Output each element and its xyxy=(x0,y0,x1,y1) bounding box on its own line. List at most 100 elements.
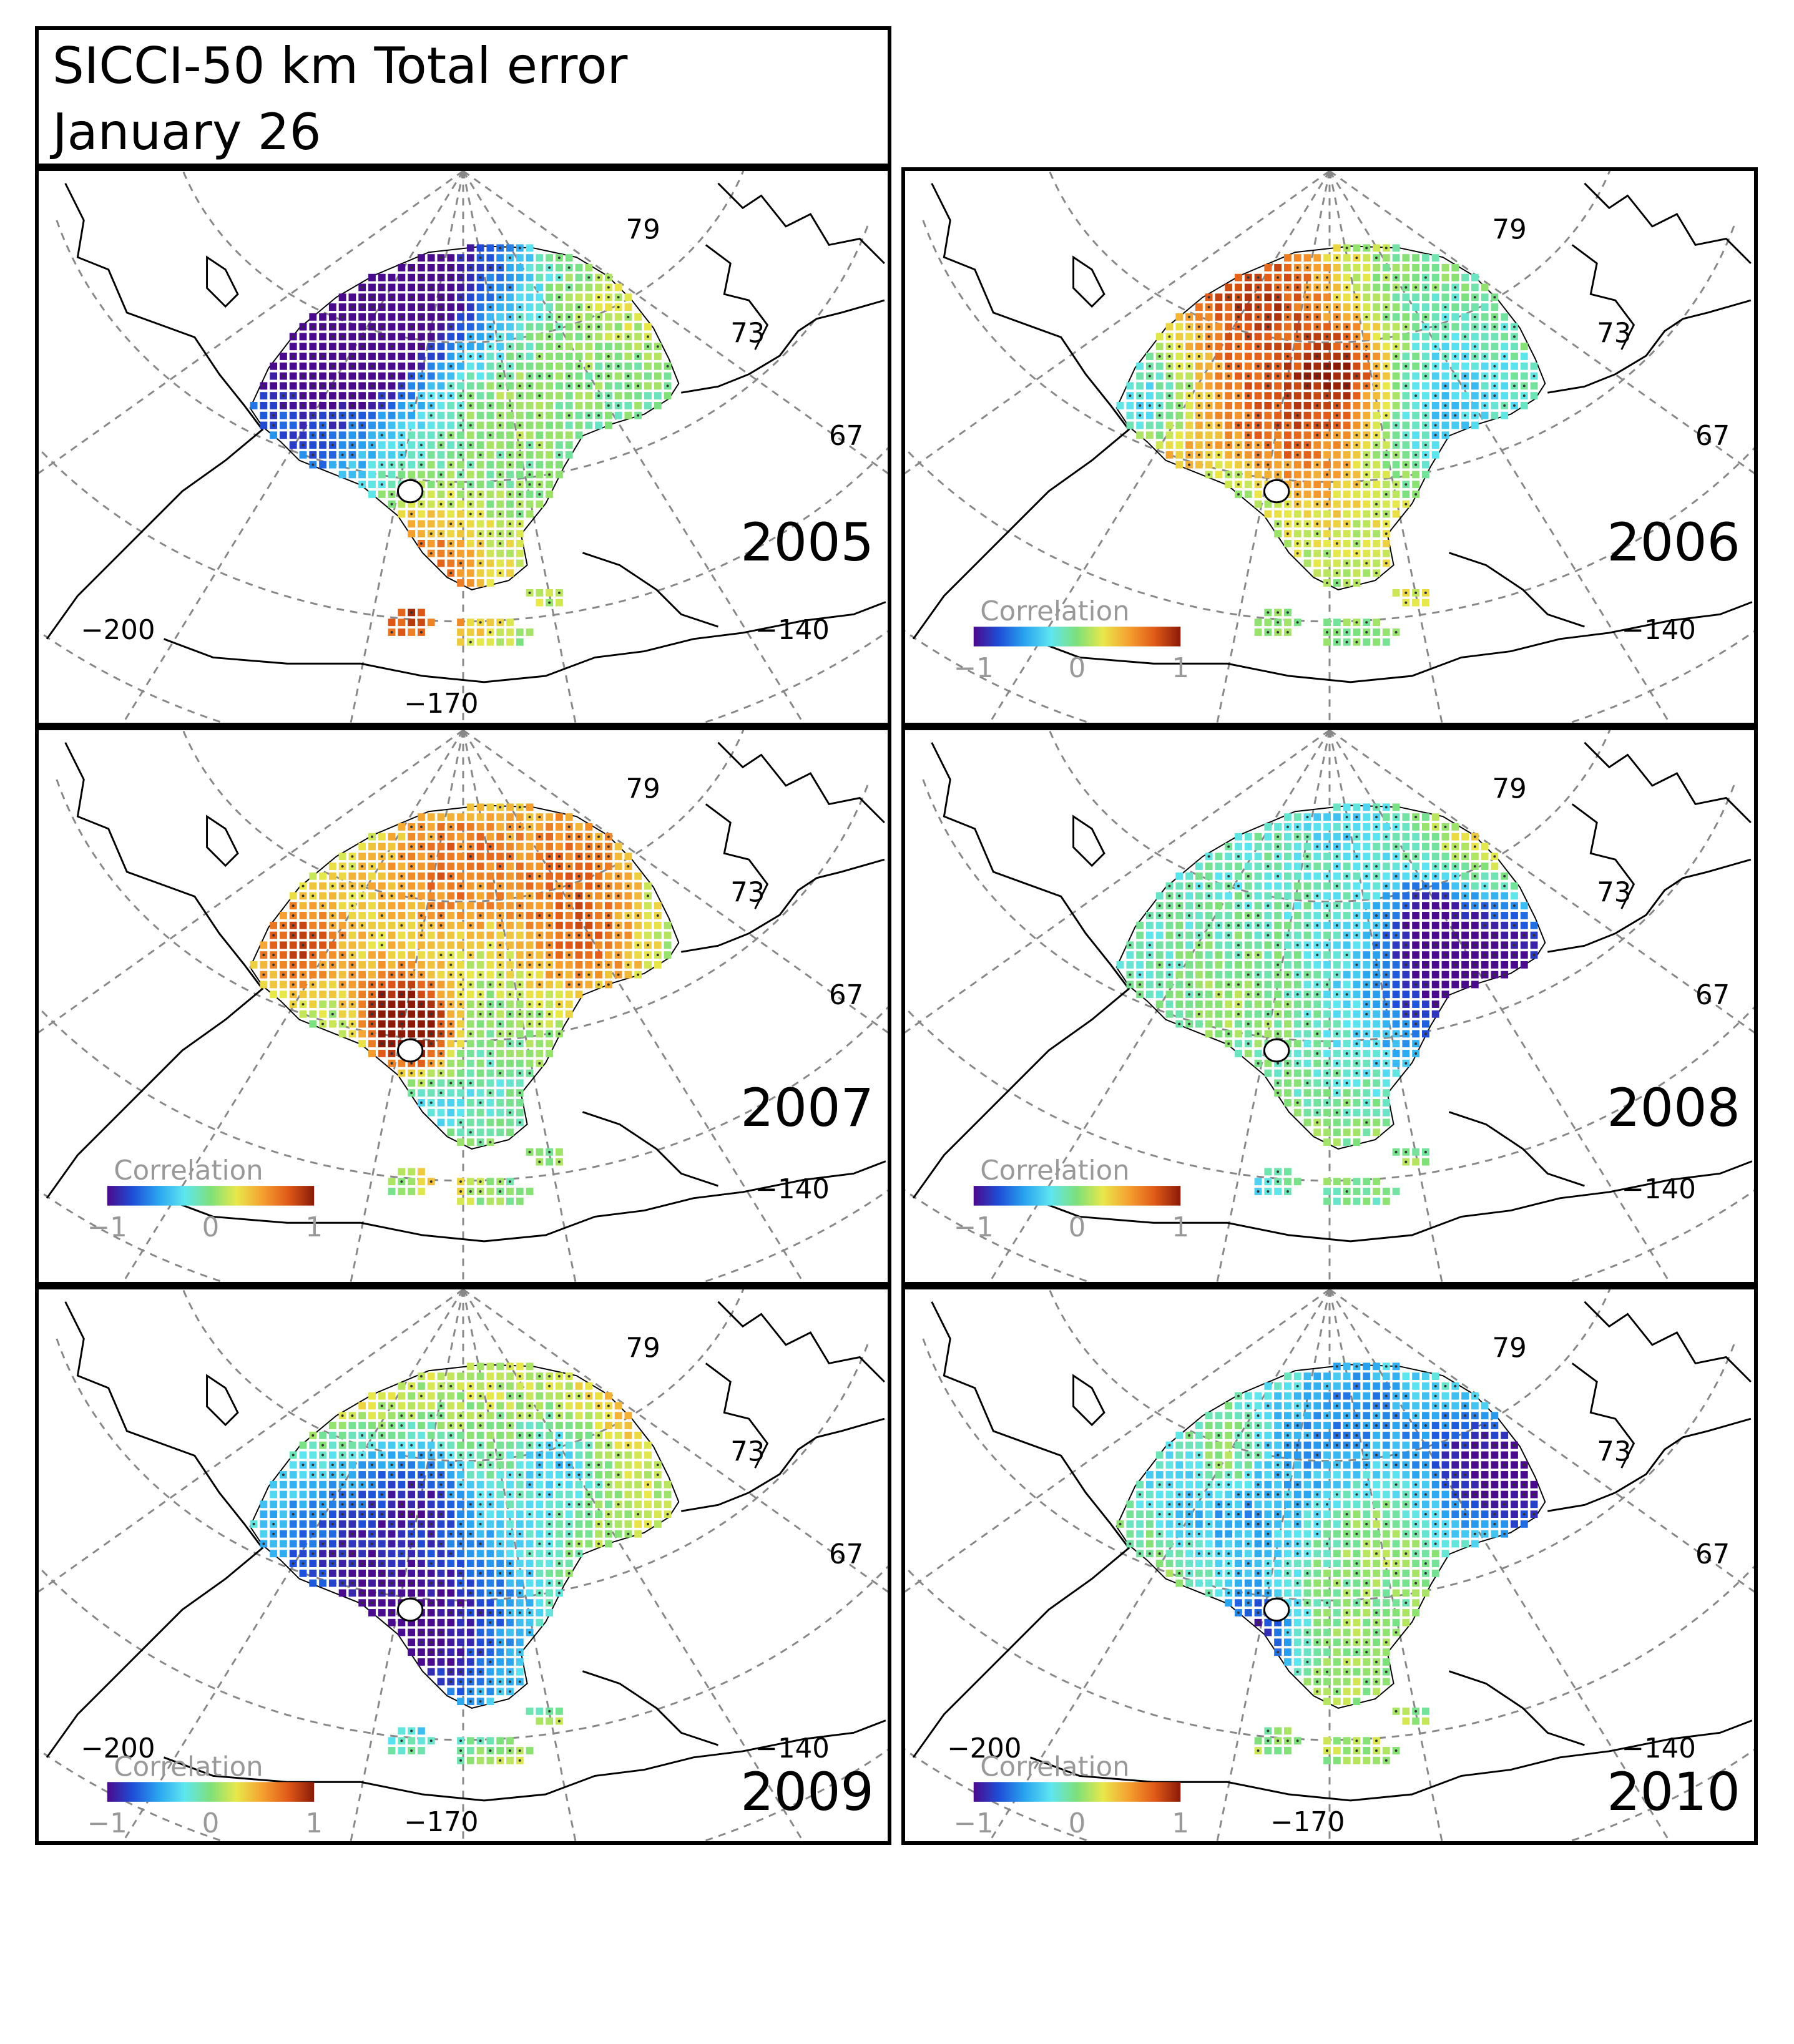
correlation-cell xyxy=(1402,892,1410,900)
correlation-cell xyxy=(1136,421,1144,429)
correlation-cell xyxy=(506,882,514,890)
correlation-cell xyxy=(1491,353,1499,360)
correlation-cell xyxy=(526,411,534,419)
correlation-cell xyxy=(614,411,622,419)
correlation-cell xyxy=(526,628,534,636)
correlation-cell xyxy=(437,372,445,380)
correlation-cell xyxy=(358,372,366,380)
correlation-cell xyxy=(575,333,583,341)
correlation-cell xyxy=(476,843,484,851)
grid-marker xyxy=(1464,944,1467,947)
correlation-cell xyxy=(506,1069,514,1077)
grid-marker xyxy=(1335,865,1338,868)
correlation-cell xyxy=(1323,863,1331,870)
correlation-cell xyxy=(555,941,563,949)
correlation-cell xyxy=(309,441,317,449)
correlation-cell xyxy=(1511,392,1518,400)
correlation-cell xyxy=(289,362,297,370)
grid-marker xyxy=(587,845,591,848)
correlation-cell xyxy=(575,293,583,301)
correlation-cell xyxy=(1293,372,1301,380)
latitude-label: 67 xyxy=(829,421,863,452)
grid-marker xyxy=(557,884,561,888)
correlation-cell xyxy=(565,431,573,439)
grid-marker xyxy=(1148,364,1151,368)
grid-marker xyxy=(419,934,423,937)
correlation-cell xyxy=(1274,411,1282,419)
grid-marker xyxy=(1257,983,1260,986)
correlation-cell xyxy=(408,1000,416,1008)
grid-marker xyxy=(410,404,413,407)
correlation-cell xyxy=(1491,401,1499,409)
correlation-cell xyxy=(398,1030,406,1038)
latitude-label: 79 xyxy=(1492,215,1526,246)
correlation-cell xyxy=(1501,392,1509,400)
grid-marker xyxy=(429,532,433,535)
correlation-cell xyxy=(634,921,642,929)
correlation-cell xyxy=(457,1197,464,1205)
correlation-cell xyxy=(408,951,416,959)
correlation-cell xyxy=(1293,892,1301,900)
coastline-southeast xyxy=(1448,1111,1585,1187)
correlation-cell xyxy=(388,1010,396,1018)
correlation-cell xyxy=(555,1148,563,1156)
correlation-cell xyxy=(486,1178,494,1186)
correlation-cell xyxy=(546,902,554,910)
correlation-cell xyxy=(398,401,406,409)
grid-marker xyxy=(1424,874,1427,878)
correlation-cell xyxy=(476,833,484,841)
correlation-cell xyxy=(1353,803,1361,811)
correlation-cell xyxy=(595,872,602,880)
correlation-cell xyxy=(536,599,544,607)
correlation-cell xyxy=(368,411,376,419)
grid-marker xyxy=(380,325,383,328)
correlation-cell xyxy=(536,843,544,851)
grid-marker xyxy=(351,453,354,456)
grid-marker xyxy=(1306,993,1309,996)
correlation-cell xyxy=(1303,902,1311,910)
grid-marker xyxy=(380,855,383,858)
correlation-cell xyxy=(575,990,583,999)
grid-marker xyxy=(1335,640,1338,643)
grid-marker xyxy=(1267,904,1270,907)
correlation-cell xyxy=(595,931,602,939)
correlation-cell xyxy=(408,619,416,627)
grid-marker xyxy=(1404,601,1408,604)
grid-marker xyxy=(489,1092,492,1095)
correlation-cell xyxy=(575,843,583,851)
grid-marker xyxy=(499,1072,502,1075)
correlation-cell xyxy=(516,293,524,301)
correlation-cell xyxy=(1274,823,1282,831)
correlation-cell xyxy=(1421,471,1429,479)
correlation-cell xyxy=(1363,549,1371,557)
correlation-cell xyxy=(1235,372,1242,380)
correlation-cell xyxy=(496,1079,504,1087)
correlation-cell xyxy=(1215,1010,1223,1018)
correlation-cell xyxy=(270,392,278,400)
correlation-cell xyxy=(546,823,554,831)
correlation-cell xyxy=(1363,921,1371,929)
grid-marker xyxy=(1375,434,1378,437)
correlation-cell xyxy=(516,863,524,870)
correlation-cell xyxy=(437,1108,445,1117)
grid-marker xyxy=(1493,384,1496,388)
correlation-cell xyxy=(526,1030,534,1038)
grid-marker xyxy=(1247,444,1250,447)
grid-marker xyxy=(1395,444,1398,447)
correlation-cell xyxy=(476,1197,484,1205)
correlation-cell xyxy=(1283,411,1292,419)
correlation-cell xyxy=(1431,263,1439,271)
correlation-cell xyxy=(1283,912,1292,919)
correlation-cell xyxy=(1441,912,1449,919)
grid-marker xyxy=(1473,874,1476,878)
correlation-cell xyxy=(388,313,396,321)
correlation-cell xyxy=(595,892,602,900)
correlation-cell xyxy=(398,273,406,281)
grid-marker xyxy=(1277,621,1280,624)
correlation-cell xyxy=(1215,411,1223,419)
correlation-cell xyxy=(506,333,514,341)
grid-marker xyxy=(459,983,463,986)
correlation-cell xyxy=(466,971,474,979)
grid-marker xyxy=(1414,394,1418,398)
correlation-cell xyxy=(1402,931,1410,939)
